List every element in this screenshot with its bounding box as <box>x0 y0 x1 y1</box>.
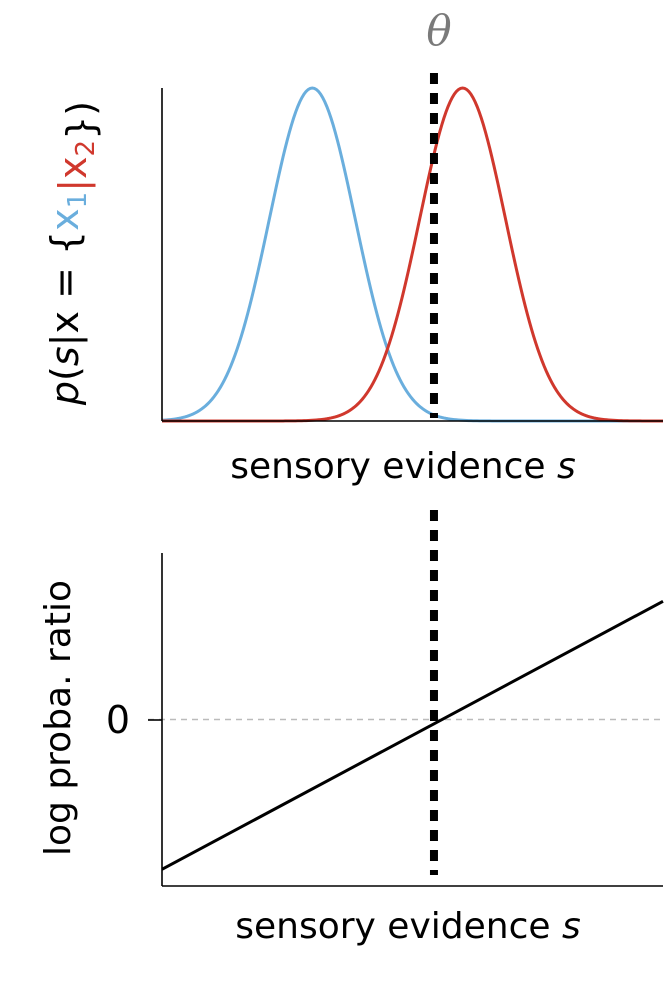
bottom-x-axis-label: sensory evidence s <box>235 906 580 947</box>
y-label-part: 2 <box>71 140 101 157</box>
y-label-part: 1 <box>63 192 93 209</box>
y-label-part: = { <box>43 231 87 311</box>
top-panel: θ sensory evidence s p(s|x = {x1|x2}) <box>43 6 663 487</box>
y-label-part: | <box>43 334 88 347</box>
log-ratio-line <box>161 599 664 871</box>
y-label-part: x <box>43 208 87 231</box>
top-x-axis-label: sensory evidence s <box>230 446 575 487</box>
bottom-panel: 0 sensory evidence s log proba. ratio <box>38 510 664 947</box>
bottom-y-axis-label: log proba. ratio <box>38 580 79 856</box>
y-label-part: ( <box>43 366 87 381</box>
top-curves <box>161 86 663 423</box>
y-label-part: p <box>43 381 87 406</box>
y-label-part: x <box>51 156 95 179</box>
y-label-part: | <box>51 179 96 192</box>
top-y-axis-label: p(s|x = {x1|x2}) <box>43 101 103 406</box>
y-label-part: s <box>43 346 87 366</box>
threshold-label: θ <box>426 6 451 55</box>
y-label-part: }) <box>59 101 103 140</box>
y-tick-label-zero: 0 <box>106 698 130 742</box>
y-label-part: x <box>43 311 87 334</box>
density-curve-2 <box>162 86 663 423</box>
